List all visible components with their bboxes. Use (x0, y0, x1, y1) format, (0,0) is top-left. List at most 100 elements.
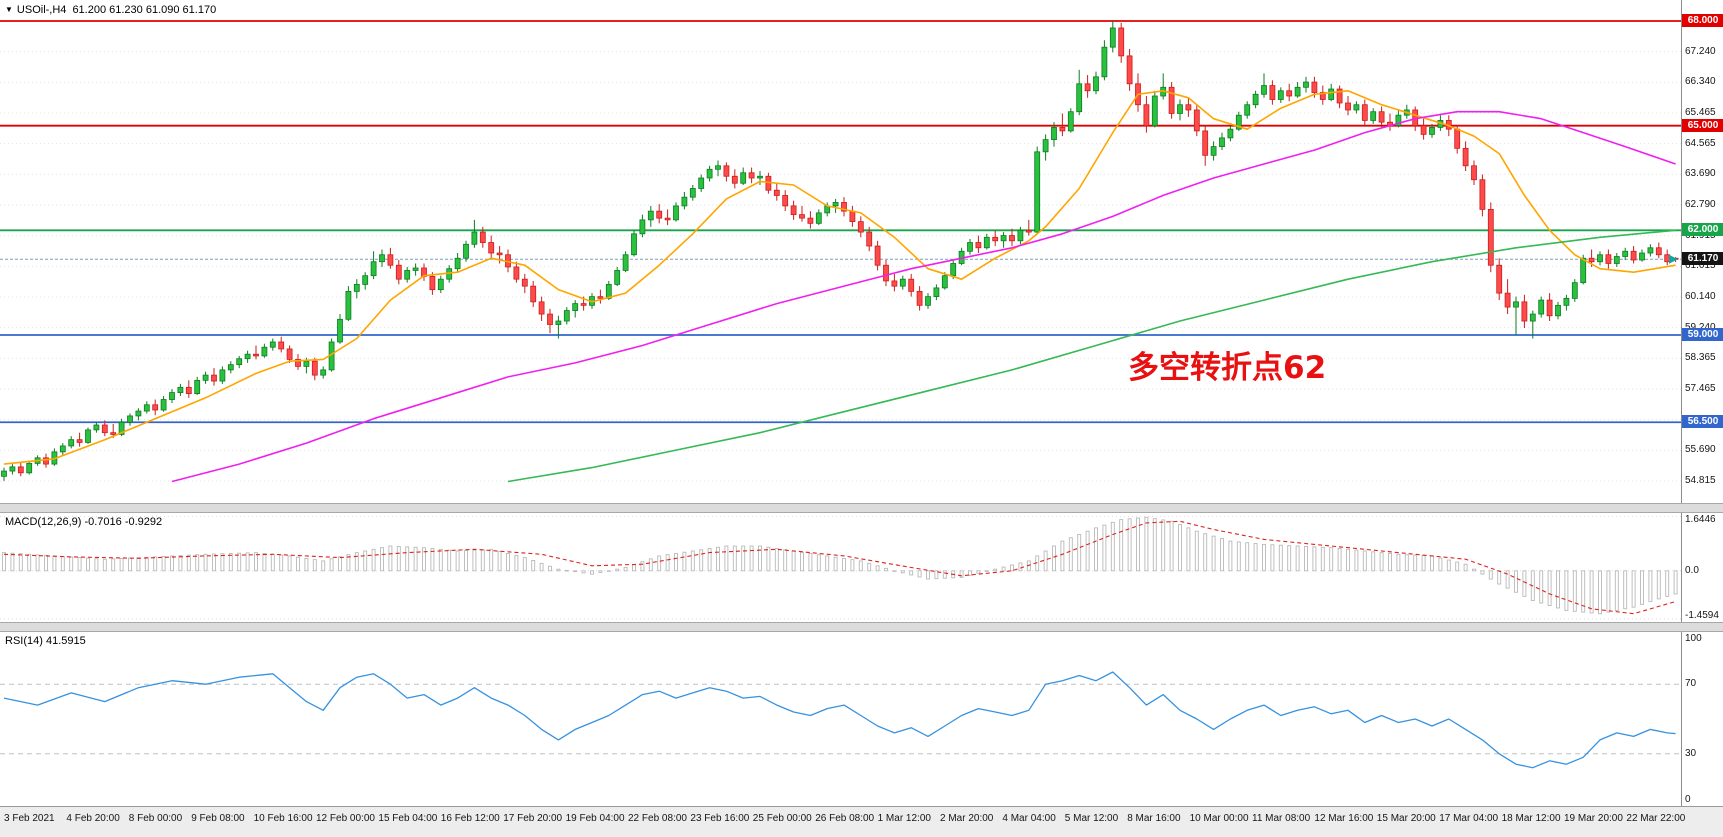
macd-histogram-bar (934, 570, 939, 580)
macd-histogram-bar (657, 555, 662, 572)
macd-histogram-bar (153, 556, 158, 572)
symbol-timeframe-label: USOil-,H4 (16, 4, 67, 16)
candle-body (1202, 130, 1209, 156)
macd-histogram-bar (245, 552, 250, 572)
candle-body (463, 243, 469, 259)
main-chart-panel[interactable]: 多空转折点62 ▼ USOil-,H4 61.200 61.230 61.090 6… (0, 0, 1681, 503)
candle-body (916, 290, 923, 306)
candle-body (412, 267, 419, 271)
candle-body (639, 219, 646, 235)
candle-body (1361, 104, 1368, 121)
candle-body (857, 221, 864, 233)
macd-histogram-bar (1152, 518, 1157, 572)
candle-body (622, 254, 629, 271)
macd-histogram-bar (842, 557, 846, 572)
macd-histogram-bar (346, 554, 351, 572)
candle-body (1622, 250, 1629, 257)
macd-histogram-bar (648, 558, 653, 572)
time-axis-label: 10 Feb 16:00 (253, 813, 313, 824)
macd-histogram-bar (1455, 561, 1460, 572)
macd-histogram-bar (783, 549, 788, 572)
macd-histogram-bar (690, 550, 695, 572)
price-level-tag: 59.000 (1682, 327, 1723, 341)
candle-body (731, 175, 738, 184)
price-axis-label: 61.015 (1685, 260, 1716, 272)
candle-body (194, 379, 201, 395)
candle-body (1605, 254, 1612, 264)
candle-body (337, 318, 343, 343)
time-axis-label: 4 Feb 20:00 (66, 813, 120, 824)
macd-histogram-bar (573, 570, 578, 573)
time-axis[interactable]: 3 Feb 2021 4 Feb 20:00 8 Feb 00:00 9 Feb 08… (0, 806, 1723, 837)
macd-histogram-bar (825, 555, 830, 572)
macd-histogram-bar (1396, 553, 1401, 572)
macd-histogram-bar (371, 548, 376, 572)
candle-body (866, 231, 873, 247)
panel-separator[interactable] (0, 622, 1723, 632)
candle-body (1, 470, 7, 477)
panel-separator[interactable] (0, 503, 1723, 513)
macd-histogram-bar (1320, 546, 1325, 572)
macd-histogram-bar (1354, 549, 1359, 572)
macd-histogram-bar (1245, 542, 1250, 572)
macd-histogram-bar (220, 553, 225, 572)
macd-histogram-bar (1564, 570, 1569, 611)
candle-body (127, 415, 133, 423)
annotation-text: 多空转折点62 (1128, 350, 1326, 386)
candle-body (152, 404, 159, 411)
macd-histogram-bar (472, 549, 477, 572)
time-axis-label: 8 Mar 16:00 (1127, 813, 1181, 824)
time-axis-label: 15 Feb 04:00 (378, 813, 438, 824)
price-level-tag: 65.000 (1682, 118, 1723, 132)
macd-histogram-bar (1673, 570, 1678, 595)
time-axis-label: 17 Mar 04:00 (1439, 813, 1499, 824)
macd-histogram-bar (926, 570, 930, 580)
ohlc-values: 61.200 61.230 61.090 61.170 (72, 4, 217, 16)
macd-histogram-bar (1018, 562, 1023, 572)
macd-histogram-bar (1211, 535, 1216, 572)
time-axis-label: 22 Mar 22:00 (1626, 813, 1686, 824)
candle-body (9, 466, 16, 472)
candle-body (353, 284, 360, 292)
macd-histogram-bar (1480, 570, 1485, 575)
candle-body (479, 231, 486, 243)
candle-body (1319, 92, 1326, 100)
price-axis-label: 60.140 (1685, 291, 1716, 302)
macd-histogram-bar (1178, 524, 1182, 572)
macd-histogram-bar (833, 556, 838, 572)
macd-histogram-bar (1110, 521, 1115, 572)
macd-histogram-bar (699, 549, 704, 572)
time-axis-label: 5 Mar 12:00 (1064, 813, 1119, 824)
candle-body (950, 263, 957, 277)
macd-histogram-bar (94, 558, 99, 572)
candle-body (656, 210, 663, 219)
candle-body (26, 462, 33, 474)
candle-body (1017, 229, 1024, 242)
price-level-tag: 62.000 (1682, 223, 1723, 237)
candle-body (1227, 128, 1234, 139)
macd-histogram-bar (203, 553, 208, 572)
macd-histogram-bar (564, 569, 569, 572)
time-axis-label: 16 Feb 12:00 (440, 813, 500, 824)
macd-histogram-bar (615, 568, 620, 572)
candle-body (1084, 83, 1091, 92)
time-axis-label: 17 Feb 20:00 (503, 813, 563, 824)
time-axis-label: 11 Mar 08:00 (1252, 813, 1311, 824)
rsi-indicator-panel[interactable]: RSI(14) 41.5915 (0, 632, 1681, 806)
macd-histogram-bar (170, 555, 174, 572)
rsi-chart[interactable] (0, 632, 1681, 806)
price-axis-label: 66.340 (1685, 76, 1716, 88)
candle-body (706, 168, 713, 179)
candle-body (908, 278, 915, 292)
candlestick-chart[interactable]: 多空转折点62 (0, 0, 1681, 503)
symbol-dropdown-icon[interactable]: ▼ (5, 5, 13, 14)
candle-body (59, 445, 66, 453)
macd-histogram-bar (791, 550, 796, 572)
candle-body (513, 266, 520, 280)
candle-body (1244, 104, 1251, 116)
macd-histogram-bar (749, 545, 754, 572)
macd-chart[interactable] (0, 513, 1681, 622)
macd-indicator-panel[interactable]: MACD(12,26,9) -0.7016 -0.9292 (0, 513, 1681, 622)
time-axis-label: 4 Mar 04:00 (1002, 813, 1056, 824)
macd-histogram-bar (1236, 541, 1241, 572)
